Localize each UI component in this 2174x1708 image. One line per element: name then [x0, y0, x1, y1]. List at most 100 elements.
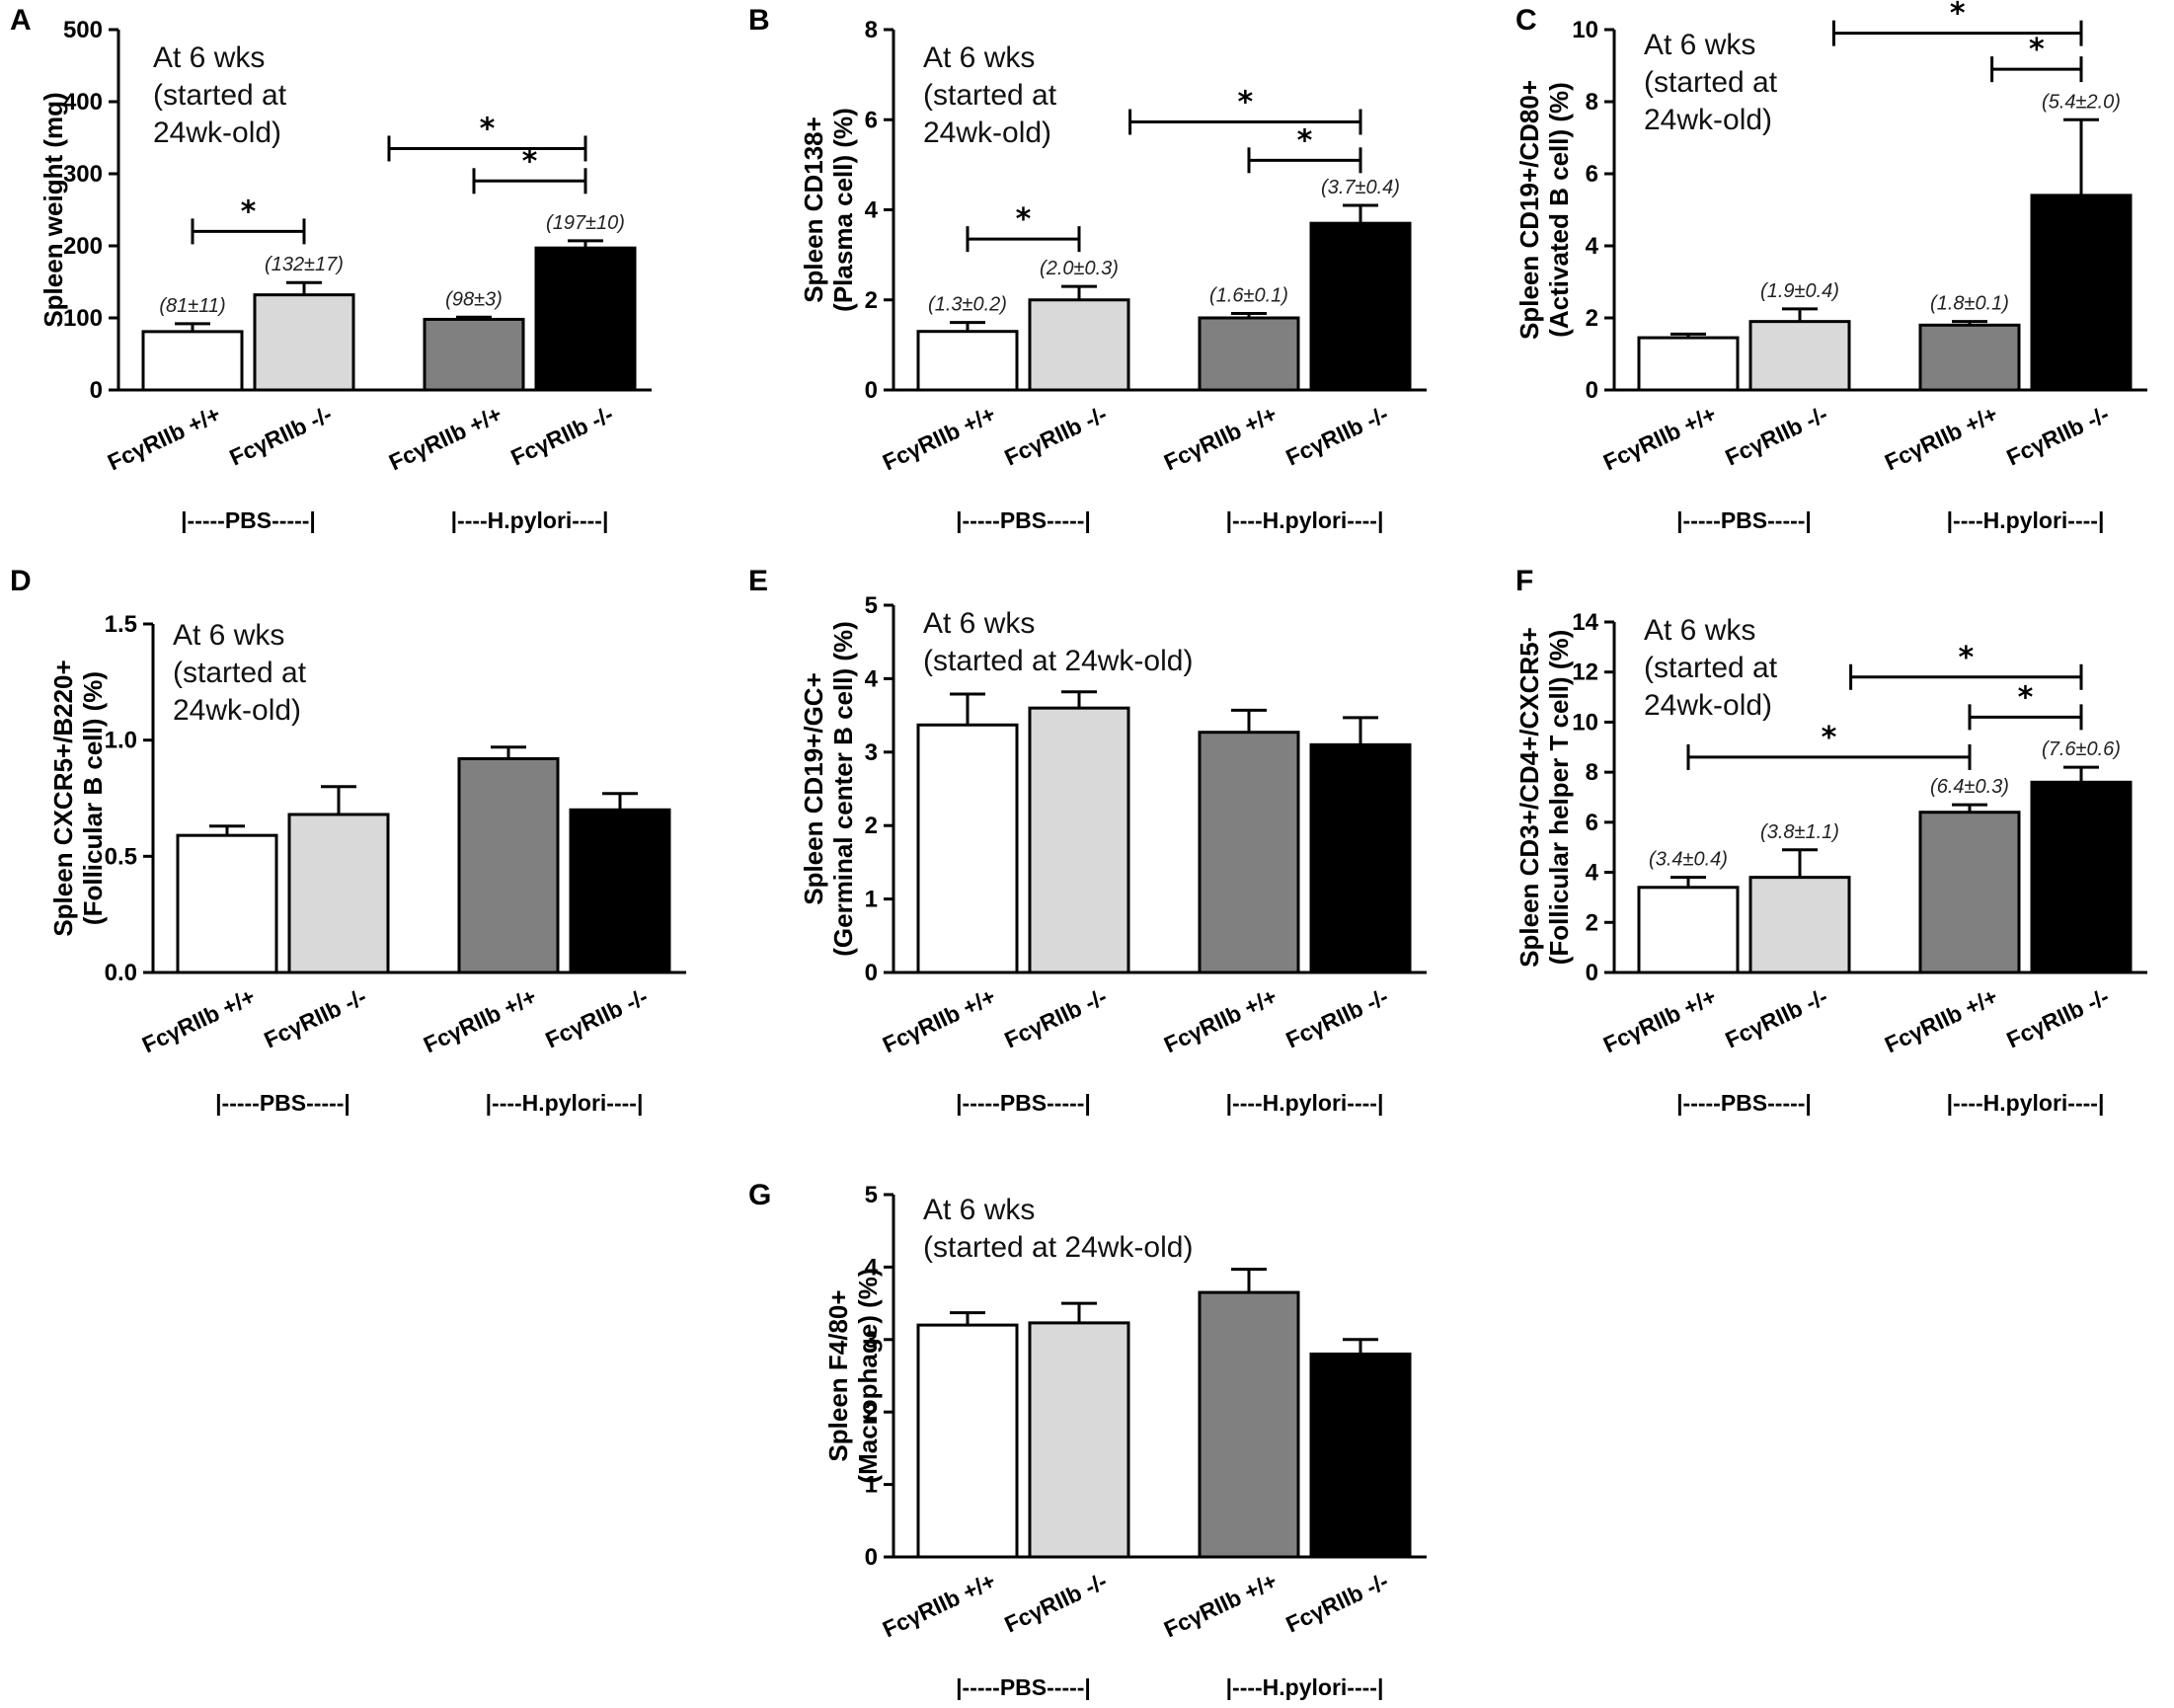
panel-note-line: 24wk-old): [1644, 104, 1772, 136]
panel-note: At 6 wks (started at 24wk-old): [923, 607, 1193, 677]
x-category-label: FcγRIIb -/-: [225, 401, 336, 471]
significance-star: *: [241, 194, 257, 229]
x-category-label: FcγRIIb -/-: [506, 401, 617, 471]
x-category-label: FcγRIIb -/-: [1281, 983, 1392, 1053]
bar: [916, 330, 1019, 392]
panel-note-line: At 6 wks: [923, 41, 1035, 74]
bar: [423, 317, 525, 392]
panel-letter: C: [1515, 4, 1537, 37]
bar: [1918, 323, 2021, 392]
significance-star: *: [1958, 641, 1974, 675]
y-axis-label: Spleen CXCR5+/B220+(Follicular B cell) (…: [48, 660, 108, 936]
x-category-label: FcγRIIb -/-: [1721, 983, 1831, 1053]
panel-letter: A: [10, 4, 32, 37]
bar: [916, 723, 1019, 974]
group-label: |----H.pylori----|: [1226, 1674, 1384, 1700]
bar: [2030, 194, 2133, 392]
y-tick-label: 0: [865, 960, 878, 986]
panel-note-line: At 6 wks: [1644, 29, 1755, 61]
bar: [2030, 780, 2133, 974]
panel-note-line: At 6 wks: [173, 619, 284, 652]
bar-value-label: (2.0±0.3): [1040, 258, 1119, 279]
bar: [916, 1323, 1019, 1559]
bar: [141, 330, 244, 392]
panel-note-line: (started at: [173, 657, 307, 689]
bar-value-label: (3.8±1.1): [1760, 821, 1839, 843]
y-tick-label: 12: [1572, 660, 1598, 686]
group-label: |-----PBS-----|: [1676, 1090, 1812, 1116]
bar: [1028, 1321, 1130, 1559]
panel-note: At 6 wks (started at 24wk-old): [923, 1194, 1193, 1264]
panel-note-line: 24wk-old): [1644, 689, 1772, 722]
x-category-label: FcγRIIb +/+: [1881, 401, 2001, 475]
significance-star: *: [1950, 0, 1966, 32]
group-label: |-----PBS-----|: [956, 1674, 1091, 1700]
y-tick-label: 1.5: [105, 611, 137, 638]
significance-star: *: [1297, 123, 1313, 158]
y-axis-label-line: (Follicular helper T cell) (%): [1544, 630, 1574, 966]
panel-note: At 6 wks (started at 24wk-old): [173, 619, 307, 727]
y-tick-label: 100: [63, 305, 103, 332]
y-axis-label: Spleen CD3+/CD4+/CXCR5+(Follicular helpe…: [1514, 627, 1574, 968]
bar-value-label: (5.4±2.0): [2042, 91, 2121, 113]
y-axis-label-line: Spleen CXCR5+/B220+: [48, 660, 78, 936]
panel-letter: E: [748, 565, 768, 597]
x-category-label: FcγRIIb +/+: [1599, 983, 1720, 1057]
y-tick-label: 3: [865, 1327, 878, 1354]
y-axis-label-line: Spleen CD19+/CD80+: [1514, 80, 1544, 340]
bar: [287, 813, 390, 974]
bar: [1028, 298, 1130, 392]
panel-d: D 0.0 0.5 1.0 1.5 Spleen CXCR5+/B220+(Follicu…: [10, 565, 686, 1116]
bar: [1309, 1352, 1412, 1559]
y-tick-label: 10: [1572, 17, 1598, 43]
panel-note-line: (started at: [1644, 652, 1778, 684]
panel-note-line: (started at: [923, 79, 1057, 112]
y-tick-label: 0: [90, 377, 103, 404]
y-axis-label: Spleen CD19+/CD80+(Activated B cell) (%): [1514, 80, 1574, 340]
bar-value-label: (7.6±0.6): [2042, 738, 2121, 760]
y-tick-label: 500: [63, 17, 103, 43]
y-tick-label: 1: [865, 887, 878, 913]
x-category-label: FcγRIIb -/-: [2002, 983, 2113, 1053]
y-axis-label-line: (Macrophage) (%): [853, 1268, 883, 1483]
panel-note-line: (started at 24wk-old): [923, 1231, 1193, 1264]
panel-note-line: (started at 24wk-old): [923, 645, 1193, 677]
panel-note-line: 24wk-old): [173, 694, 301, 727]
x-category-label: FcγRIIb +/+: [1160, 401, 1281, 475]
bar-value-label: (197±10): [546, 212, 625, 234]
y-axis-label: Spleen CD138+(Plasma cell) (%): [799, 108, 858, 312]
x-category-label: FcγRIIb -/-: [1000, 401, 1111, 471]
x-category-label: FcγRIIb +/+: [1599, 401, 1720, 475]
group-label: |-----PBS-----|: [956, 1090, 1091, 1116]
y-axis-label-line: Spleen CD138+: [799, 116, 828, 303]
panel-letter: D: [10, 565, 32, 597]
bar: [1748, 876, 1851, 974]
y-tick-label: 2: [1586, 305, 1598, 332]
panel-g: G 0 1 2 3 4 5 Spleen F4/80+(Macrophage) (%) At 6…: [748, 1179, 1427, 1700]
x-category-label: FcγRIIb +/+: [879, 1568, 999, 1642]
y-axis-label: Spleen F4/80+(Macrophage) (%): [823, 1268, 883, 1483]
bar: [534, 246, 637, 392]
group-label: |----H.pylori----|: [1226, 1090, 1384, 1116]
y-axis-label-line: Spleen CD3+/CD4+/CXCR5+: [1514, 627, 1544, 968]
bar: [1198, 731, 1300, 974]
bar: [1637, 336, 1740, 392]
y-tick-label: 8: [1586, 89, 1598, 116]
panel-note-line: At 6 wks: [1644, 614, 1755, 647]
bar-value-label: (1.3±0.2): [928, 294, 1007, 316]
bar: [1309, 221, 1412, 392]
panel-note-line: (started at: [153, 79, 287, 112]
significance-star: *: [1016, 202, 1032, 237]
x-category-label: FcγRIIb -/-: [1721, 401, 1831, 471]
y-axis-label-line: (Activated B cell) (%): [1544, 82, 1574, 338]
group-label: |----H.pylori----|: [486, 1090, 644, 1116]
x-category-label: FcγRIIb -/-: [1000, 1568, 1111, 1638]
panel-note: At 6 wks (started at 24wk-old): [923, 41, 1057, 149]
bar-value-label: (1.9±0.4): [1760, 280, 1839, 302]
x-category-label: FcγRIIb -/-: [541, 983, 652, 1053]
y-tick-label: 4: [1586, 233, 1599, 260]
y-tick-label: 300: [63, 161, 103, 188]
y-tick-label: 200: [63, 233, 103, 260]
